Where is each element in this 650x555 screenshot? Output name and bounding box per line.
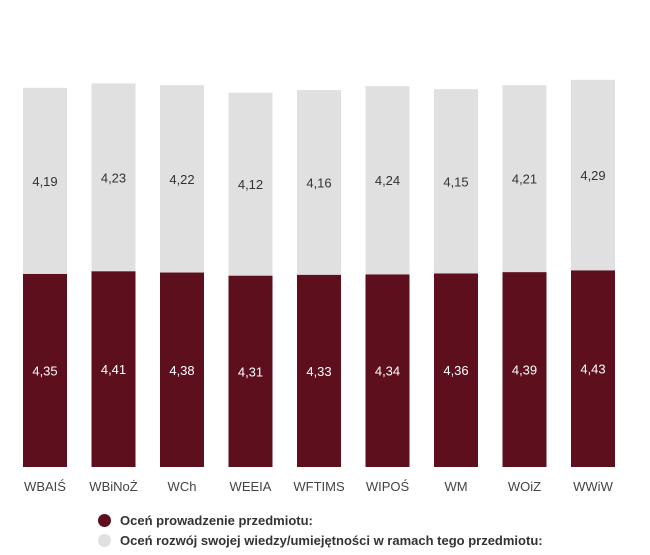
legend-marker-dark bbox=[98, 513, 111, 527]
bar-segment-1 bbox=[23, 273, 67, 467]
bar-segment-1 bbox=[434, 273, 478, 467]
data-label: 4,24 bbox=[375, 173, 400, 188]
data-label: 4,39 bbox=[512, 363, 537, 378]
data-label: 4,43 bbox=[580, 362, 605, 377]
bar-segment-2 bbox=[228, 92, 273, 276]
legend-marker-light bbox=[98, 533, 111, 547]
x-tick-label: WEEIA bbox=[230, 479, 272, 494]
x-tick-label: WCh bbox=[168, 479, 197, 494]
data-label: 4,35 bbox=[32, 363, 57, 378]
x-tick-label: WFTIMS bbox=[293, 479, 345, 494]
data-label: 4,29 bbox=[580, 168, 605, 183]
data-label: 4,23 bbox=[101, 170, 126, 185]
data-label: 4,38 bbox=[169, 363, 194, 378]
data-label: 4,34 bbox=[375, 364, 400, 379]
bar-segment-2 bbox=[502, 85, 547, 273]
x-tick-label: WIPOŚ bbox=[366, 479, 410, 494]
x-tick-label: WBiNoŻ bbox=[89, 479, 137, 494]
x-tick-label: WWiW bbox=[573, 479, 613, 494]
legend-item-series-2[interactable]: Oceń rozwój swojej wiedzy/umiejętności w… bbox=[98, 530, 543, 550]
stacked-bar-chart: 4,35 4,19 WBAIŚ 4,41 4,23 WBiNoŻ 4,38 4,22 WCh 4,… bbox=[23, 79, 615, 494]
bar-segment-1 bbox=[91, 271, 136, 467]
bar-segment-2 bbox=[91, 83, 136, 272]
bar-segment-1 bbox=[297, 274, 341, 467]
bar-segment-2 bbox=[23, 87, 67, 274]
bar-segment-2 bbox=[365, 86, 410, 275]
bar-segment-1 bbox=[502, 272, 547, 467]
data-label: 4,21 bbox=[512, 172, 537, 187]
legend-label: Oceń prowadzenie przedmiotu: bbox=[120, 512, 313, 528]
x-tick-label: WBAIŚ bbox=[24, 479, 66, 494]
bar-segment-1 bbox=[228, 275, 273, 467]
data-label: 4,36 bbox=[443, 363, 468, 378]
legend: Oceń prowadzenie przedmiotu: Oceń rozwój… bbox=[98, 510, 543, 550]
data-label: 4,19 bbox=[32, 174, 57, 189]
data-label: 4,15 bbox=[443, 174, 468, 189]
data-label: 4,31 bbox=[238, 364, 263, 379]
data-label: 4,41 bbox=[101, 362, 126, 377]
data-label: 4,33 bbox=[306, 364, 331, 379]
bar-segment-2 bbox=[434, 89, 478, 274]
data-label: 4,16 bbox=[306, 175, 331, 190]
bar-segment-2 bbox=[571, 79, 615, 271]
bar-segment-1 bbox=[365, 274, 410, 467]
legend-item-series-1[interactable]: Oceń prowadzenie przedmiotu: bbox=[98, 510, 543, 530]
data-label: 4,12 bbox=[238, 177, 263, 192]
x-tick-label: WM bbox=[444, 479, 467, 494]
bar-segment-2 bbox=[160, 85, 204, 273]
x-tick-label: WOiZ bbox=[508, 479, 541, 494]
bar-segment-2 bbox=[297, 90, 341, 275]
bar-segment-1 bbox=[571, 270, 615, 467]
data-label: 4,22 bbox=[169, 172, 194, 187]
legend-label: Oceń rozwój swojej wiedzy/umiejętności w… bbox=[120, 532, 543, 548]
bar-segment-1 bbox=[160, 272, 204, 467]
